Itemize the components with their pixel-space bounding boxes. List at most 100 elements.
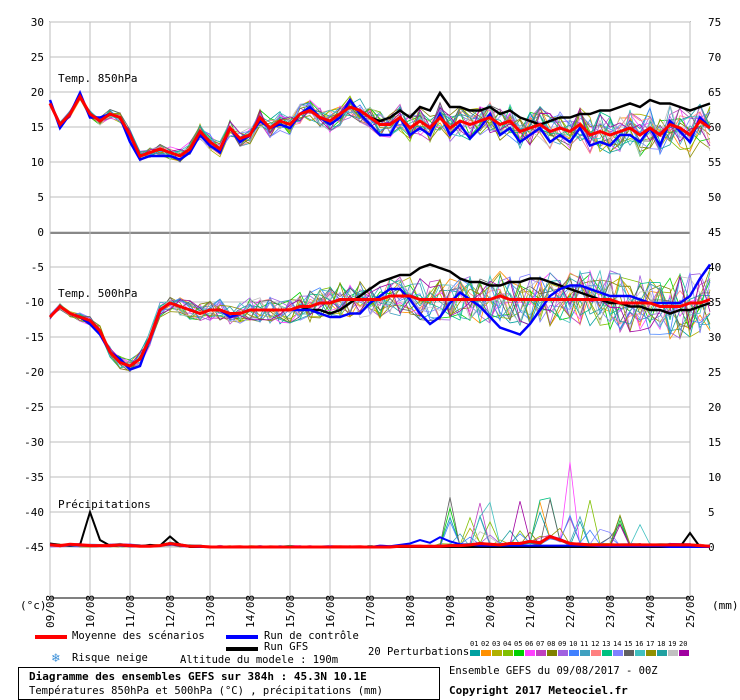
perturbation-swatch — [679, 650, 689, 656]
x-tick-label: 11/08 — [124, 595, 137, 628]
left-tick-label: -10 — [24, 296, 44, 309]
x-tick-label: 10/08 — [84, 595, 97, 628]
perturbation-line-500 — [49, 275, 711, 371]
gfs-legend-label: Run GFS — [264, 641, 309, 653]
perturbation-number: 15 — [624, 640, 633, 648]
perturbation-swatch — [569, 650, 579, 656]
left-tick-label: 30 — [31, 16, 44, 29]
perturbation-number: 13 — [602, 640, 611, 648]
mean-legend-label: Moyenne des scénarios — [72, 630, 205, 642]
perturbation-swatch — [635, 650, 645, 656]
right-tick-label: 30 — [708, 331, 721, 344]
right-tick-label: 50 — [708, 191, 721, 204]
perturbation-number: 05 — [514, 640, 523, 648]
perturbation-line-850 — [49, 92, 711, 159]
x-tick-label: 09/08 — [44, 595, 57, 628]
perturbation-number: 18 — [657, 640, 666, 648]
mean-line-precip — [49, 534, 711, 549]
left-tick-label: 10 — [31, 156, 44, 169]
gfs-legend-swatch — [226, 647, 258, 651]
right-tick-label: 55 — [708, 156, 721, 169]
control-line-850 — [48, 89, 711, 162]
perturbation-number: 06 — [525, 640, 534, 648]
perturbation-swatch — [646, 650, 656, 656]
left-tick-label: -25 — [24, 401, 44, 414]
mean-line-500 — [48, 294, 711, 368]
right-axis-unit: (mm) — [712, 599, 739, 612]
panel-label-precip: Précipitations — [58, 498, 151, 511]
right-tick-label: 0 — [708, 541, 715, 554]
right-tick-label: 15 — [708, 436, 721, 449]
left-tick-label: 25 — [31, 51, 44, 64]
left-tick-label: -30 — [24, 436, 44, 449]
perturbation-number: 03 — [492, 640, 501, 648]
x-tick-label: 17/08 — [364, 595, 377, 628]
perturbation-swatch — [657, 650, 667, 656]
mean-legend-swatch — [35, 635, 67, 639]
run-info: Ensemble GEFS du 09/08/2017 - 00Z — [449, 665, 658, 677]
right-tick-label: 75 — [708, 16, 721, 29]
perturbation-number: 09 — [558, 640, 567, 648]
x-tick-label: 18/08 — [404, 595, 417, 628]
right-tick-label: 35 — [708, 296, 721, 309]
altitude-label: Altitude du modele : 190m — [180, 654, 339, 666]
right-tick-label: 25 — [708, 366, 721, 379]
left-tick-label: -40 — [24, 506, 44, 519]
chart-title: Diagramme des ensembles GEFS sur 384h : … — [29, 670, 367, 683]
x-tick-label: 25/08 — [684, 595, 697, 628]
perturbation-number: 17 — [646, 640, 655, 648]
perturbation-swatch — [602, 650, 612, 656]
chart-axes: 302520151050-5-10-15-20-25-30-35-40-4575… — [24, 16, 721, 628]
control-legend-swatch — [226, 635, 258, 639]
left-tick-label: 15 — [31, 121, 44, 134]
perturbation-swatch — [624, 650, 634, 656]
perturbation-number: 02 — [481, 640, 490, 648]
left-tick-label: 20 — [31, 86, 44, 99]
x-tick-label: 19/08 — [444, 595, 457, 628]
perturbation-swatch — [503, 650, 513, 656]
perturbation-number: 20 — [679, 640, 688, 648]
perturbation-number: 12 — [591, 640, 600, 648]
perturbation-swatch — [668, 650, 678, 656]
x-tick-label: 21/08 — [524, 595, 537, 628]
perturbations-label: 20 Perturbations — [368, 646, 470, 658]
right-tick-label: 45 — [708, 226, 721, 239]
perturbation-line-500 — [49, 268, 711, 372]
chart-subtitle: Températures 850hPa et 500hPa (°C) , pré… — [29, 685, 384, 697]
perturbation-number: 10 — [569, 640, 578, 648]
x-tick-label: 20/08 — [484, 595, 497, 628]
perturbation-swatch — [580, 650, 590, 656]
x-tick-label: 14/08 — [244, 595, 257, 628]
right-tick-label: 40 — [708, 261, 721, 274]
perturbation-swatch — [547, 650, 557, 656]
right-tick-label: 5 — [708, 506, 715, 519]
perturbation-swatch — [525, 650, 535, 656]
left-tick-label: 5 — [37, 191, 44, 204]
right-tick-label: 10 — [708, 471, 721, 484]
snow-legend-label: Risque neige — [72, 652, 148, 664]
panel-label-t850: Temp. 850hPa — [58, 72, 137, 85]
perturbation-number: 07 — [536, 640, 545, 648]
perturbation-number: 04 — [503, 640, 512, 648]
perturbation-swatch — [613, 650, 623, 656]
perturbation-number: 19 — [668, 640, 677, 648]
control-legend-label: Run de contrôle — [264, 630, 359, 642]
perturbation-number: 11 — [580, 640, 589, 648]
left-tick-label: 0 — [37, 226, 44, 239]
panel-label-t500: Temp. 500hPa — [58, 287, 137, 300]
left-tick-label: -15 — [24, 331, 44, 344]
x-tick-label: 13/08 — [204, 595, 217, 628]
right-tick-label: 65 — [708, 86, 721, 99]
left-tick-label: -35 — [24, 471, 44, 484]
perturbation-swatch — [536, 650, 546, 656]
x-tick-label: 15/08 — [284, 595, 297, 628]
perturbation-swatch — [492, 650, 502, 656]
perturbation-swatch — [481, 650, 491, 656]
left-tick-label: -45 — [24, 541, 44, 554]
left-tick-label: -20 — [24, 366, 44, 379]
left-axis-unit: (°c) — [20, 599, 47, 612]
x-tick-label: 22/08 — [564, 595, 577, 628]
perturbation-line-850 — [49, 98, 711, 155]
copyright: Copyright 2017 Meteociel.fr — [449, 684, 628, 697]
